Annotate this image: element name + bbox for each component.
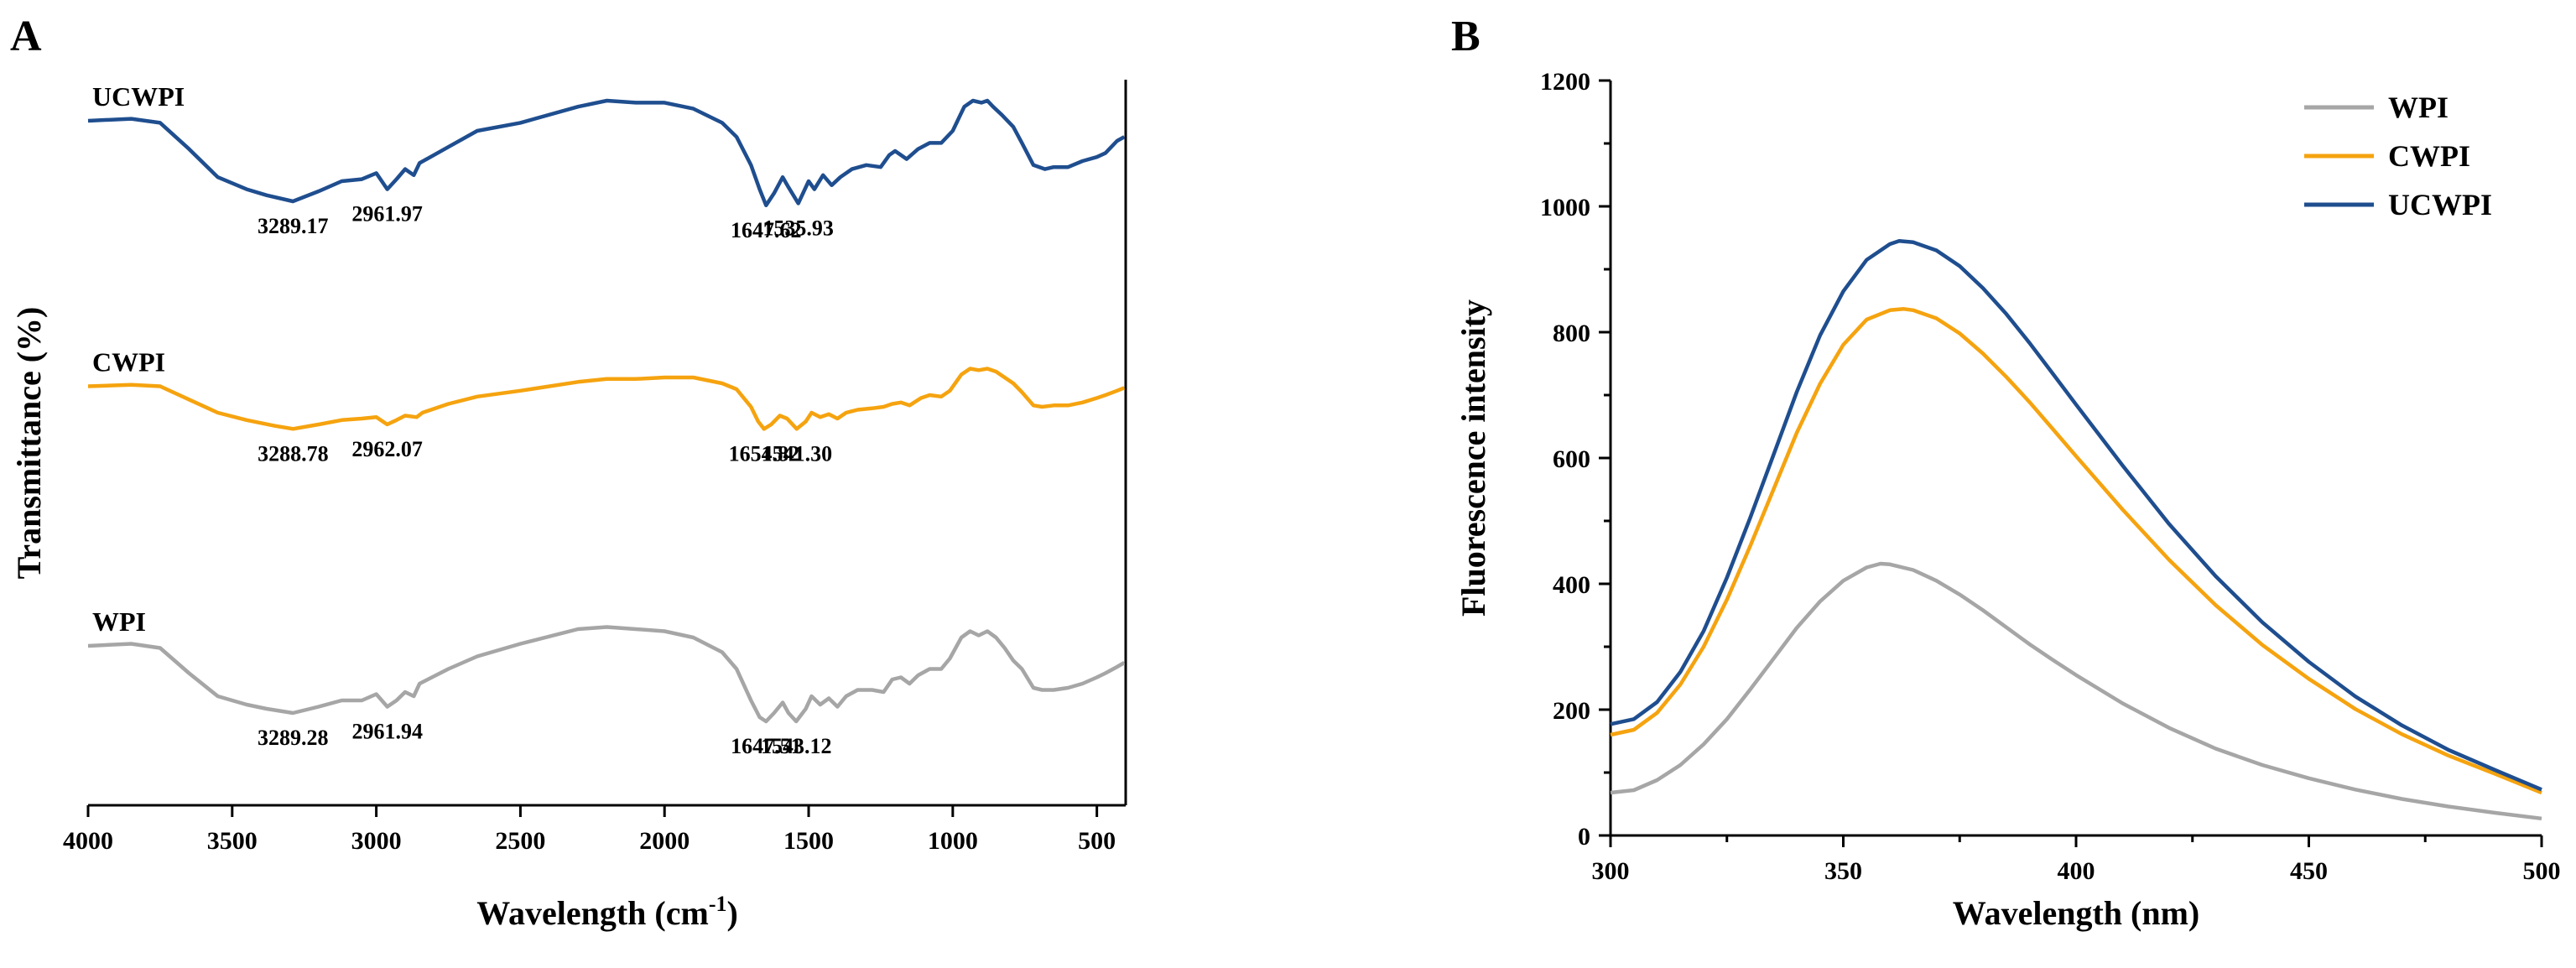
panel-a-peak-label-2961-97: 2961.97 — [351, 202, 423, 226]
panel-a-x-tick-label-2000: 2000 — [639, 827, 690, 855]
panel-a-x-tick-label-2500: 2500 — [495, 827, 545, 855]
panel-a-peak-label-2962-07: 2962.07 — [351, 437, 423, 461]
panel-b-curve-cwpi — [1610, 307, 2542, 795]
panel-b-series — [1610, 239, 2542, 821]
panel-b-y-tick-label-200: 200 — [1553, 697, 1590, 725]
panel-a-curve-wpi — [87, 625, 1126, 724]
panel-b-legend-label-ucwpi: UCWPI — [2388, 188, 2492, 221]
panel-a-series-label-wpi: WPI — [92, 606, 146, 637]
panel-a-x-ticks: 4000 3500 3000 2500 2000 1500 1000 500 — [63, 805, 1116, 855]
panel-a-series-label-ucwpi: UCWPI — [92, 81, 185, 112]
panel-a-series-label-cwpi: CWPI — [92, 347, 165, 377]
panel-b-legend-label-wpi: WPI — [2388, 91, 2449, 124]
panel-b-letter: B — [1451, 13, 1481, 60]
panel-a-peak-label-3289-28: 3289.28 — [258, 726, 329, 750]
panel-a-series — [87, 98, 1126, 724]
panel-b-curve-wpi — [1610, 561, 2542, 821]
panel-a-y-axis-title: Transmittance (%) — [10, 307, 48, 580]
panel-a-x-tick-label-500: 500 — [1078, 827, 1116, 855]
panel-b-y-tick-label-1000: 1000 — [1540, 194, 1590, 221]
panel-b-y-tick-label-600: 600 — [1553, 445, 1590, 473]
panel-b-x-tick-label-350: 350 — [1824, 857, 1862, 885]
panel-b-y-ticks: 0 200 400 600 800 1000 1200 — [1540, 68, 1611, 851]
panel-a-x-axis-title-text: Wavelength (cm — [476, 894, 709, 932]
panel-b-x-ticks: 300 350 400 450 500 — [1592, 835, 2561, 885]
panel-a-curve-cwpi — [87, 367, 1126, 431]
panel-a-x-axis-title-superscript: -1 — [709, 892, 727, 916]
panel-a-peak-label-3289-17: 3289.17 — [258, 214, 329, 238]
panel-a-series-labels: UCWPI CWPI WPI — [92, 81, 185, 637]
panel-a-peak-label-1541-30: 1541.30 — [762, 441, 833, 466]
panel-b-x-tick-label-450: 450 — [2290, 857, 2328, 885]
panel-b-y-tick-label-400: 400 — [1553, 571, 1590, 599]
panel-a-letter: A — [10, 13, 42, 60]
panel-b-curve-ucwpi — [1610, 239, 2542, 792]
panel-b-x-axis-title: Wavelength (nm) — [1953, 894, 2199, 932]
panel-a-peak-label-1535-93: 1535.93 — [762, 216, 834, 240]
panel-a-x-tick-label-4000: 4000 — [63, 827, 113, 855]
panel-a-peak-label-1647-51: 1647.51 — [731, 734, 802, 758]
panel-b-legend-label-cwpi: CWPI — [2388, 139, 2470, 173]
panel-a-peak-label-3288-78: 3288.78 — [258, 441, 329, 466]
panel-a-peak-label-1647-62: 1647.62 — [731, 218, 802, 242]
panel-a-x-axis-title: Wavelength (cm-1) — [476, 892, 738, 932]
panel-a-peak-label-2961-94: 2961.94 — [351, 720, 423, 744]
panel-a-x-tick-label-1500: 1500 — [783, 827, 834, 855]
panel-b-x-tick-label-400: 400 — [2058, 857, 2095, 885]
panel-b-y-tick-label-1200: 1200 — [1540, 68, 1590, 96]
panel-a-x-axis-title-close: ) — [726, 894, 737, 932]
panel-a-x-tick-label-3500: 3500 — [207, 827, 258, 855]
panel-b: B 300 350 400 450 500 020040060080010001200 … — [1451, 13, 2561, 932]
panel-a-curve-ucwpi — [87, 98, 1126, 208]
panel-a-peak-label-1543-12: 1543.12 — [761, 734, 832, 758]
panel-b-x-tick-label-500: 500 — [2523, 857, 2561, 885]
panel-b-y-tick-label-0: 0 — [1578, 823, 1590, 851]
panel-a: A 4000 3500 3000 2500 2000 1500 1000 500 UCWPI C… — [10, 13, 1127, 932]
panel-a-peak-label-1654-82: 1654.82 — [729, 441, 800, 466]
panel-a-x-tick-label-1000: 1000 — [928, 827, 978, 855]
panel-a-x-tick-label-3000: 3000 — [351, 827, 402, 855]
panel-b-legend: WPI CWPI UCWPI — [2304, 91, 2492, 221]
panel-b-y-tick-label-800: 800 — [1553, 320, 1590, 347]
panel-b-y-axis-title: Fluorescence intensity — [1455, 299, 1492, 617]
panel-b-x-tick-label-300: 300 — [1592, 857, 1630, 885]
